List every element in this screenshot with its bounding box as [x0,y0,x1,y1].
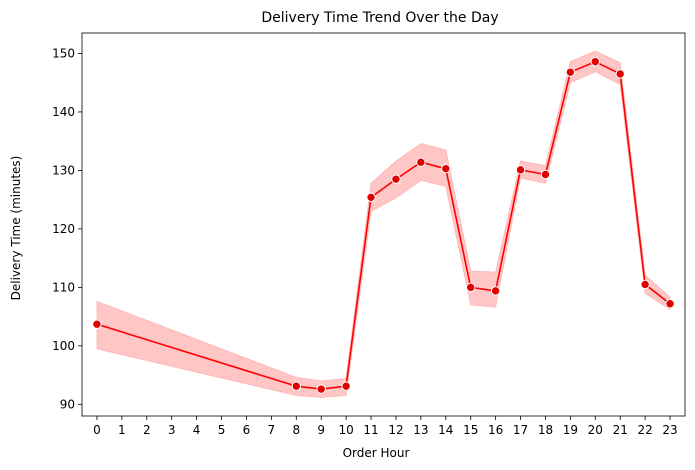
x-tick-label-4: 4 [193,423,201,437]
x-tick-label-7: 7 [268,423,276,437]
x-tick-label-21: 21 [613,423,628,437]
data-point-13 [416,157,426,167]
data-point-18 [540,169,551,180]
y-tick-label-120: 120 [52,222,75,236]
x-tick-label-5: 5 [218,423,226,437]
y-tick-label-130: 130 [52,163,75,177]
confidence-band [96,50,671,398]
x-tick-label-11: 11 [363,423,378,437]
y-axis: 90 100 110 120 130 140 150 [52,46,82,411]
x-tick-label-14: 14 [438,423,453,437]
data-point-20 [590,56,600,67]
data-point-8 [291,381,301,391]
x-tick-label-16: 16 [488,423,503,437]
x-tick-label-13: 13 [413,423,428,437]
x-tick-label-22: 22 [637,423,652,437]
x-tick-label-2: 2 [143,423,151,437]
data-point-0 [92,319,102,329]
data-markers [92,56,675,394]
data-point-11 [366,192,376,203]
y-tick-label-150: 150 [52,46,75,60]
x-tick-label-6: 6 [243,423,251,437]
data-point-21 [615,69,625,79]
x-tick-label-3: 3 [168,423,176,437]
x-tick-label-9: 9 [317,423,325,437]
x-tick-label-12: 12 [388,423,403,437]
x-tick-label-1: 1 [118,423,126,437]
x-axis: 0 1 2 3 4 5 6 7 8 9 10 11 12 13 14 15 16 17 18 19 20 21 22 23 [93,416,678,437]
x-tick-label-17: 17 [513,423,528,437]
data-point-10 [341,381,351,391]
data-point-22 [640,279,650,290]
plot-frame [81,32,686,417]
x-tick-label-0: 0 [93,423,101,437]
x-tick-label-19: 19 [563,423,578,437]
data-point-16 [490,286,501,296]
y-tick-label-90: 90 [60,397,75,411]
plot-area [92,50,675,398]
y-tick-label-140: 140 [52,105,75,119]
data-point-19 [565,67,576,77]
y-tick-label-100: 100 [52,339,75,353]
x-tick-label-18: 18 [538,423,553,437]
y-axis-label: Delivery Time (minutes) [9,156,23,301]
data-point-15 [466,282,476,293]
data-point-9 [316,384,326,394]
x-tick-label-10: 10 [338,423,353,437]
data-point-23 [665,299,675,309]
x-tick-label-8: 8 [292,423,300,437]
x-tick-label-23: 23 [662,423,677,437]
data-point-12 [391,174,401,184]
chart-title: Delivery Time Trend Over the Day [261,10,498,26]
x-tick-label-20: 20 [588,423,603,437]
data-point-14 [441,163,451,174]
y-tick-label-110: 110 [52,280,75,294]
x-axis-label: Order Hour [343,446,410,460]
x-tick-label-15: 15 [463,423,478,437]
data-point-17 [515,165,526,175]
